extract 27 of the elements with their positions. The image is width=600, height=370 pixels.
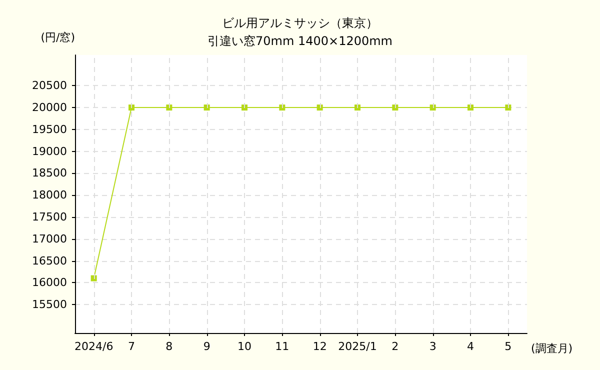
y-tick-label: 17500 <box>32 210 67 224</box>
x-tick-label: 2 <box>392 340 399 353</box>
y-tick-label: 17000 <box>32 232 67 246</box>
y-tick-label: 20000 <box>32 101 67 114</box>
x-tick-label: 4 <box>467 340 474 353</box>
x-axis-title: (調査月) <box>531 342 573 355</box>
x-tick-label: 9 <box>203 340 210 353</box>
x-tick-label: 5 <box>504 340 512 353</box>
x-tick-label: 2024/6 <box>74 340 114 353</box>
x-tick-label: 7 <box>128 340 135 353</box>
y-tick-label: 19500 <box>32 122 67 136</box>
chart-title: ビル用アルミサッシ（東京） <box>222 16 378 30</box>
y-tick-label: 18000 <box>32 188 67 202</box>
y-tick-label: 20500 <box>32 79 67 92</box>
y-tick-label: 18500 <box>32 166 67 180</box>
x-tick-label: 11 <box>275 340 290 353</box>
y-axis-title: (円/窓) <box>40 31 75 44</box>
chart-subtitle: 引違い窓70mm 1400×1200mm <box>208 34 392 48</box>
y-tick-label: 15500 <box>32 298 67 312</box>
y-tick-label: 16000 <box>32 276 67 290</box>
x-tick-label: 10 <box>238 340 252 353</box>
x-tick-label: 3 <box>429 340 436 353</box>
y-tick-label: 19000 <box>32 144 67 158</box>
x-tick-label: 12 <box>312 340 327 353</box>
x-tick-label: 2025/1 <box>338 340 377 353</box>
y-tick-label: 16500 <box>32 254 67 268</box>
x-tick-label: 8 <box>166 340 173 353</box>
